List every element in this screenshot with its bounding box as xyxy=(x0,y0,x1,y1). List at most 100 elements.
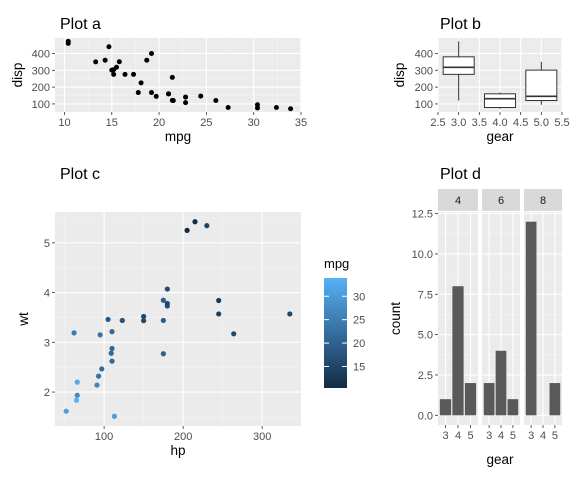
y-tick-label: 5 xyxy=(44,238,50,250)
data-point xyxy=(288,106,294,112)
plot-title: Plot b xyxy=(440,16,481,33)
data-point xyxy=(94,382,100,388)
x-axis-label: hp xyxy=(170,443,185,458)
x-tick-label: 3 xyxy=(528,430,534,442)
data-point xyxy=(74,379,80,385)
data-point xyxy=(63,408,69,414)
facet-strip-label: 8 xyxy=(540,195,546,207)
data-point xyxy=(108,350,114,356)
plot-a: 10 15 20 25 30 35 100 200 300 400 Plot a mpg disp xyxy=(10,16,307,144)
data-point xyxy=(160,297,166,303)
data-point xyxy=(111,413,117,419)
data-point xyxy=(216,297,222,304)
data-point xyxy=(198,93,204,99)
x-axis-label: gear xyxy=(486,129,514,144)
legend-title: mpg xyxy=(324,256,349,271)
facet-cyl-6: 6 3 4 5 xyxy=(482,189,520,442)
facet-strip-label: 6 xyxy=(498,195,504,207)
bar xyxy=(439,399,452,416)
box-gear-5 xyxy=(525,61,558,105)
data-point xyxy=(131,71,137,77)
data-point xyxy=(109,329,115,335)
box-iqr xyxy=(525,69,558,102)
y-axis-label: disp xyxy=(10,63,25,88)
y-axis-label: disp xyxy=(392,63,407,88)
x-tick-label: 2.5 xyxy=(430,117,445,129)
x-tick-label: 5.0 xyxy=(534,117,549,129)
data-point xyxy=(144,57,150,63)
data-point xyxy=(74,392,80,398)
facet-strip xyxy=(482,189,520,211)
data-point xyxy=(65,40,71,46)
data-point xyxy=(109,345,115,352)
x-tick-label: 4.0 xyxy=(492,117,507,129)
data-point xyxy=(225,104,231,110)
data-point xyxy=(116,59,122,65)
facet-strip xyxy=(438,189,478,211)
legend-break-label: 20 xyxy=(353,338,365,350)
x-tick-label: 20 xyxy=(153,117,165,129)
y-tick-label: 3 xyxy=(44,337,50,349)
data-point xyxy=(183,94,189,100)
data-point xyxy=(95,373,102,379)
data-point xyxy=(105,316,111,323)
x-tick-label: 5 xyxy=(467,430,473,442)
data-point xyxy=(102,57,108,63)
x-tick-label: 3.5 xyxy=(472,117,487,129)
color-legend: mpg 15 20 25 30 xyxy=(324,256,365,388)
plot-title: Plot a xyxy=(60,16,101,33)
y-tick-label: 4 xyxy=(44,288,50,300)
data-point xyxy=(273,105,279,111)
legend-break-label: 25 xyxy=(353,315,365,327)
data-point xyxy=(166,91,172,97)
data-point xyxy=(109,358,115,364)
plot-title: Plot d xyxy=(440,166,481,183)
y-tick-label: 2 xyxy=(44,387,50,399)
x-tick-label: 5.5 xyxy=(554,117,569,129)
bar xyxy=(549,383,561,416)
data-point xyxy=(93,59,99,65)
box-iqr xyxy=(484,93,516,108)
facet-cyl-4: 43 4 5 xyxy=(438,189,478,442)
legend-break-label: 15 xyxy=(353,361,365,373)
y-tick-label: 400 xyxy=(415,48,433,60)
x-tick-label: 3.0 xyxy=(451,117,466,129)
data-point xyxy=(71,330,77,336)
facet-strip xyxy=(524,189,562,211)
data-point xyxy=(106,44,112,50)
data-point xyxy=(119,317,125,324)
x-tick-label: 4 xyxy=(455,430,461,442)
data-point xyxy=(153,93,159,99)
facet-strip-label: 4 xyxy=(455,195,461,207)
y-tick-label: 200 xyxy=(415,82,433,94)
y-axis-label: count xyxy=(388,302,403,335)
data-point xyxy=(111,71,117,77)
data-point xyxy=(141,313,147,320)
x-tick-label: 30 xyxy=(248,117,260,129)
panel-background xyxy=(55,38,301,112)
y-tick-label: 200 xyxy=(32,82,50,94)
bar xyxy=(452,286,464,416)
plot-title: Plot c xyxy=(60,166,100,183)
data-point xyxy=(149,50,155,56)
legend-break-label: 30 xyxy=(353,291,365,303)
y-tick-label: 0.0 xyxy=(418,410,433,422)
data-point xyxy=(141,318,147,324)
y-tick-label: 10.0 xyxy=(412,249,433,261)
x-tick-label: 5 xyxy=(552,430,558,442)
y-tick-label: 2.5 xyxy=(418,370,433,382)
y-tick-label: 300 xyxy=(32,65,50,77)
data-point xyxy=(183,100,189,106)
data-point xyxy=(231,331,237,337)
data-point xyxy=(138,80,144,86)
data-point xyxy=(122,71,128,77)
x-tick-label: 3 xyxy=(442,430,448,442)
data-point xyxy=(160,317,166,324)
data-point xyxy=(254,102,260,108)
y-tick-label: 400 xyxy=(32,48,50,60)
x-tick-label: 300 xyxy=(253,431,271,443)
x-tick-label: 5 xyxy=(510,430,516,442)
y-tick-label: 100 xyxy=(32,99,50,111)
